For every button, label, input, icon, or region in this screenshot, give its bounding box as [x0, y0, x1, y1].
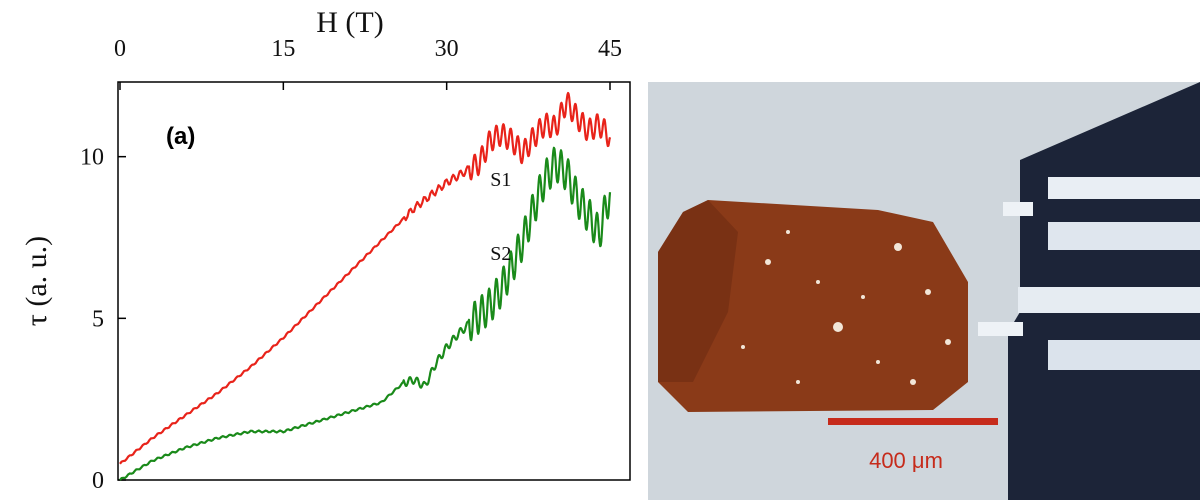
scale-bar — [828, 418, 998, 425]
y-axis-ticks: 0 5 10 — [80, 145, 126, 494]
y-tick-label: 5 — [92, 306, 104, 332]
cantilever-tip — [1003, 202, 1033, 216]
photo-svg: 400 μm — [648, 82, 1200, 500]
torque-chart: 0 15 30 45 0 5 10 H (T) τ (a. u.) (a) S1 S2 — [20, 6, 631, 494]
crystal-facet — [658, 200, 738, 382]
x-tick-label: 45 — [598, 36, 622, 62]
scale-bar-label: 400 μm — [869, 448, 943, 473]
x-axis-ticks: 0 15 30 45 — [114, 36, 622, 90]
series-line-s2 — [119, 146, 612, 481]
panel-label: (a) — [166, 123, 195, 150]
y-tick-label: 0 — [92, 468, 104, 494]
contact-pad — [1018, 287, 1200, 313]
series-label-s1: S1 — [490, 169, 511, 191]
sample-photo: 400 μm — [648, 82, 1200, 500]
contact-pad — [1048, 340, 1200, 370]
x-tick-label: 0 — [114, 36, 126, 62]
cantilever-tip — [978, 322, 1023, 336]
crystal-reflections — [741, 230, 951, 385]
x-tick-label: 15 — [271, 36, 295, 62]
contact-pad — [1048, 222, 1200, 250]
crystal-sample — [658, 200, 968, 412]
series-label-s2: S2 — [490, 243, 511, 265]
series-layer: S1 S2 — [119, 91, 612, 481]
x-axis-title: H (T) — [316, 6, 383, 39]
y-tick-label: 10 — [80, 145, 104, 171]
x-tick-label: 30 — [435, 36, 459, 62]
chart-svg: 0 15 30 45 0 5 10 H (T) τ (a. u.) (a) S1 S2 — [20, 6, 631, 494]
contact-pad — [1048, 177, 1200, 199]
plot-frame — [117, 81, 631, 481]
y-axis-title: τ (a. u.) — [20, 236, 53, 326]
series-line-s1 — [119, 91, 612, 465]
